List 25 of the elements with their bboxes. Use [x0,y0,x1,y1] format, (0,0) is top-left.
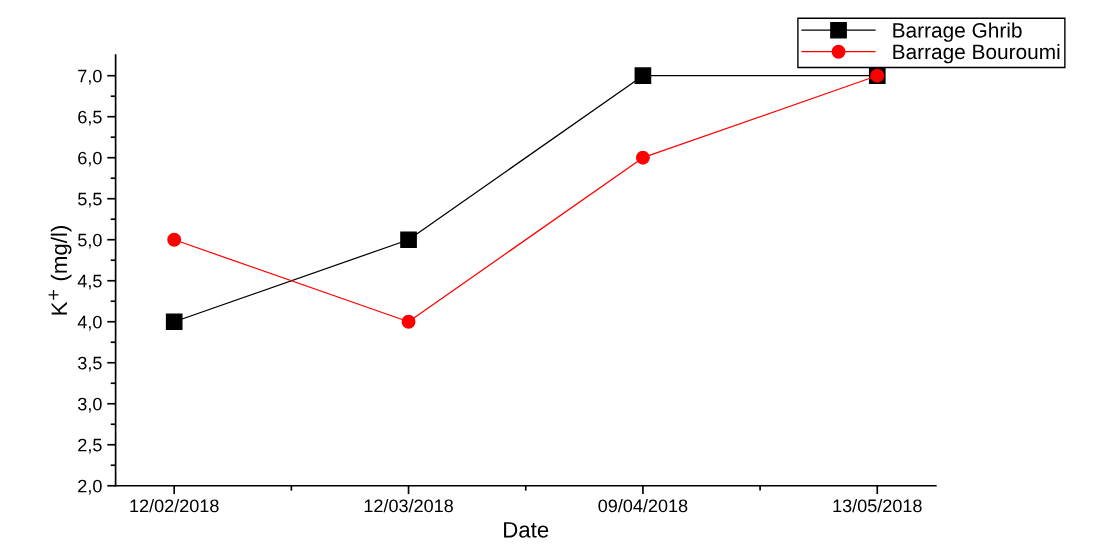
y-tick-label: 6,0 [78,151,102,167]
y-tick-label: 6,5 [78,110,102,126]
y-tick-label: 4,0 [77,315,102,331]
x-tick-label: 09/04/2018 [598,498,688,513]
legend-label: Barrage Ghrib [893,22,1022,42]
point [165,313,183,331]
y-tick-label: 7,0 [78,69,102,85]
y-tick-label: 5,5 [78,192,102,208]
legend-label: Barrage Bouroumi [893,43,1060,64]
y-tick-label: 3,0 [78,397,102,413]
point [635,150,650,165]
x-tick-label: 13/05/2018 [833,498,922,513]
y-tick-label: 2,0 [78,479,102,495]
point [401,314,416,329]
y-tick-label: 5,0 [78,233,102,249]
y-tick-label: 2,5 [78,438,102,454]
y-tick-label: 3,5 [78,356,102,372]
point [400,231,417,249]
y-axis-title: K$^{+}$ (mg/l) [48,226,72,315]
x-tick-label: 12/02/2018 [130,498,219,513]
point [167,232,182,247]
x-tick-label: 12/03/2018 [364,498,453,513]
y-tick-label: 4,5 [77,274,102,290]
point [634,67,652,85]
x-axis-title: Date [504,522,549,538]
